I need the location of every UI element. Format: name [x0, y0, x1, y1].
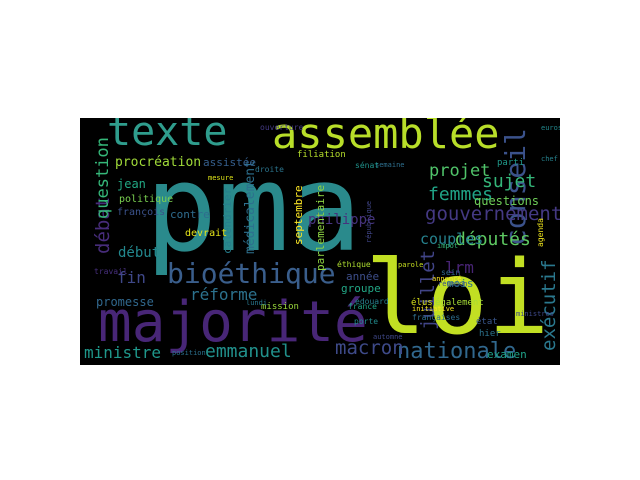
word-52: ouverture — [260, 123, 304, 132]
word-69: parole — [398, 261, 424, 269]
word-59: droite — [255, 165, 284, 174]
word-46: parti — [497, 158, 525, 168]
word-37: examen — [487, 348, 527, 361]
word-12: emmanuel — [205, 341, 292, 362]
word-40: mois — [447, 277, 474, 290]
word-9: gouvernement — [425, 203, 560, 225]
word-36: contre — [170, 208, 210, 221]
word-55: edouard — [355, 297, 389, 306]
word-57: sein — [441, 268, 461, 277]
word-67: mesure — [208, 174, 234, 182]
word-58: france — [348, 302, 377, 311]
word-34: questions — [474, 194, 540, 208]
word-6: bioéthique — [167, 257, 336, 290]
word-42: françois — [117, 207, 166, 218]
word-3: majorité — [98, 290, 368, 355]
word-26: lrm — [445, 258, 474, 277]
word-43: élus — [411, 298, 433, 308]
word-8: nationale — [397, 339, 517, 364]
word-51: devrait — [185, 228, 228, 239]
word-38: année — [346, 270, 380, 283]
word-53: françaises — [412, 313, 461, 322]
word-20: couples — [420, 230, 484, 248]
word-25: fin — [117, 268, 146, 287]
word-44: également — [435, 298, 484, 308]
word-49: mission — [261, 302, 299, 312]
word-70: automne — [373, 333, 403, 341]
word-13: macron — [335, 337, 404, 359]
word-30: calendrier — [221, 187, 234, 254]
word-60: ministres — [516, 310, 554, 318]
word-21: réforme — [190, 285, 258, 304]
word-11: exécutif — [538, 259, 560, 351]
word-31: septembre — [292, 185, 305, 245]
word-76: chef — [541, 155, 558, 163]
word-75: position — [172, 349, 206, 357]
word-1: pma — [145, 140, 362, 279]
word-64: impôt — [437, 242, 459, 250]
word-2: loi — [365, 239, 550, 358]
word-50: filiation — [297, 150, 346, 160]
word-65: semaine — [375, 161, 405, 169]
word-22: ministre — [84, 343, 162, 362]
word-41: politique — [119, 194, 174, 205]
word-73: lundi — [246, 299, 268, 307]
word-72: annoncé — [432, 275, 462, 283]
word-33: jean — [117, 177, 146, 191]
word-10: députés — [455, 229, 531, 250]
word-14: sujet — [482, 171, 537, 192]
word-47: hier — [479, 329, 501, 339]
word-74: euros — [541, 124, 560, 132]
word-39: groupe — [341, 282, 381, 295]
word-15: femmes — [428, 184, 494, 205]
word-48: état — [476, 317, 498, 327]
word-62: république — [365, 200, 373, 243]
word-63: éthique — [337, 260, 371, 269]
word-45: agenda — [536, 218, 545, 247]
word-35: promesse — [96, 295, 154, 309]
word-28: procréation — [115, 155, 202, 170]
word-16: projet — [429, 161, 491, 181]
word-5: assemblée — [272, 118, 500, 158]
word-66: sénat — [355, 161, 380, 170]
word-56: porte — [354, 317, 379, 326]
word-27: médicalement — [243, 160, 258, 254]
word-cloud: pma loi majorité texte assemblée bioéthique co… — [80, 118, 560, 365]
word-4: texte — [107, 118, 228, 155]
word-24: début — [118, 245, 161, 261]
word-68: réunion — [438, 280, 468, 288]
word-71: initiative — [412, 305, 455, 313]
word-23: philippe — [308, 212, 376, 228]
word-61: travail — [94, 267, 128, 276]
word-32: parlementaire — [314, 184, 327, 271]
word-29: assistée — [203, 156, 256, 169]
word-19: question — [93, 137, 113, 219]
